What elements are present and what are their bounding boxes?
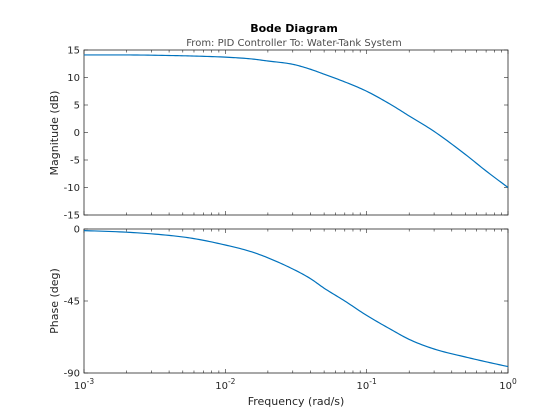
magnitude-curve <box>84 54 509 188</box>
phase-curve <box>83 230 509 368</box>
chart-title: Bode Diagram <box>250 22 338 35</box>
magnitude-axes-box <box>83 49 509 216</box>
phase-axes-box <box>83 228 509 374</box>
y-tick-label: 0 <box>74 128 80 139</box>
x-tick-label: 10-1 <box>357 377 377 392</box>
y-tick-label: -45 <box>64 297 80 308</box>
magnitude-x-ticks <box>83 50 509 215</box>
x-tick-label: 10-3 <box>74 377 94 392</box>
phase-y-axis-label: Phase (deg) <box>48 268 61 334</box>
y-tick-label: 5 <box>74 101 80 112</box>
phase-panel: 0 -45 -90 10-3 10-2 10-1 100 Phase (deg) Freq… <box>48 225 517 409</box>
magnitude-y-ticks: 15 10 5 0 -5 -10 -15 <box>64 46 508 222</box>
y-tick-label: -5 <box>70 156 80 167</box>
y-tick-label: 0 <box>74 225 80 236</box>
y-tick-label: -15 <box>64 211 80 222</box>
phase-x-ticks: 10-3 10-2 10-1 100 <box>74 229 517 392</box>
x-tick-label: 100 <box>499 377 517 392</box>
y-tick-label: 10 <box>67 73 80 84</box>
chart-subtitle: From: PID Controller To: Water-Tank Syst… <box>186 38 401 49</box>
frequency-x-axis-label: Frequency (rad/s) <box>248 395 345 408</box>
x-tick-label: 10-2 <box>215 377 235 392</box>
magnitude-panel: 15 10 5 0 -5 -10 -15 Magnitude (dB) <box>48 46 509 222</box>
phase-y-ticks: 0 -45 -90 <box>64 225 508 380</box>
magnitude-y-axis-label: Magnitude (dB) <box>48 91 61 176</box>
y-tick-label: -10 <box>64 183 80 194</box>
y-tick-label: 15 <box>67 46 80 57</box>
y-tick-label: -90 <box>64 369 80 380</box>
